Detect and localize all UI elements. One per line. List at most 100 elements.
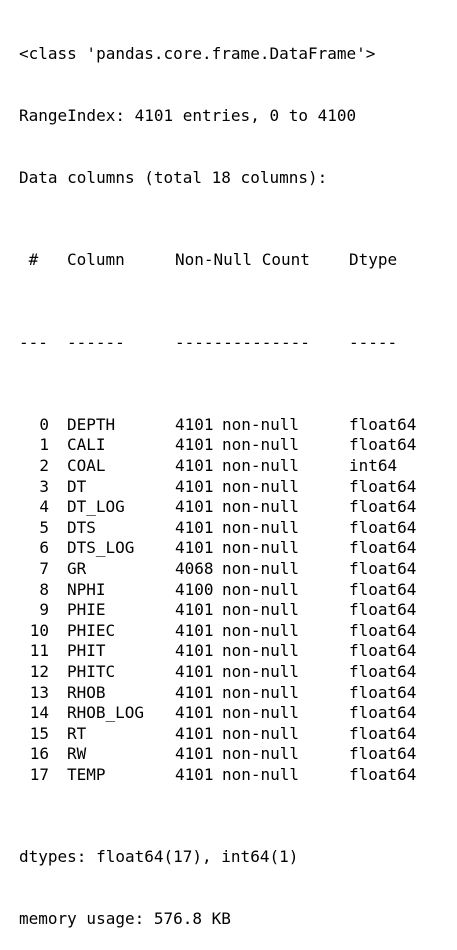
- row-index: 4: [19, 497, 49, 518]
- row-index: 8: [19, 580, 49, 601]
- row-non-null-label: non-null: [222, 559, 349, 580]
- table-row: 9 PHIE 4101 non-null float64: [19, 600, 416, 621]
- row-non-null-count: 4101: [175, 621, 222, 642]
- row-dtype: float64: [349, 744, 416, 765]
- row-non-null-label: non-null: [222, 435, 349, 456]
- row-column-name: DEPTH: [67, 415, 175, 436]
- header-dtype: Dtype: [349, 250, 397, 271]
- row-non-null-count: 4101: [175, 662, 222, 683]
- memory-usage-line: memory usage: 576.8 KB: [19, 909, 416, 930]
- row-column-name: RHOB: [67, 683, 175, 704]
- row-index: 10: [19, 621, 49, 642]
- row-non-null-label: non-null: [222, 600, 349, 621]
- row-index: 9: [19, 600, 49, 621]
- row-non-null-label: non-null: [222, 744, 349, 765]
- table-row: 14 RHOB_LOG 4101 non-null float64: [19, 703, 416, 724]
- row-non-null-label: non-null: [222, 621, 349, 642]
- row-column-name: NPHI: [67, 580, 175, 601]
- row-dtype: float64: [349, 621, 416, 642]
- row-column-name: DT: [67, 477, 175, 498]
- row-dtype: float64: [349, 435, 416, 456]
- row-dtype: float64: [349, 641, 416, 662]
- column-rows: 0 DEPTH 4101 non-null float64 1 CALI 4101 non-nu…: [19, 415, 416, 786]
- table-row: 11 PHIT 4101 non-null float64: [19, 641, 416, 662]
- row-non-null-label: non-null: [222, 477, 349, 498]
- row-index: 16: [19, 744, 49, 765]
- row-column-name: DT_LOG: [67, 497, 175, 518]
- row-non-null-count: 4101: [175, 477, 222, 498]
- table-row: 12 PHITC 4101 non-null float64: [19, 662, 416, 683]
- row-index: 5: [19, 518, 49, 539]
- row-non-null-count: 4068: [175, 559, 222, 580]
- row-non-null-count: 4101: [175, 703, 222, 724]
- row-column-name: GR: [67, 559, 175, 580]
- class-line: <class 'pandas.core.frame.DataFrame'>: [19, 44, 416, 65]
- row-column-name: PHITC: [67, 662, 175, 683]
- row-dtype: float64: [349, 683, 416, 704]
- row-non-null-count: 4101: [175, 744, 222, 765]
- data-columns-line: Data columns (total 18 columns):: [19, 168, 416, 189]
- row-index: 2: [19, 456, 49, 477]
- table-row: 3 DT 4101 non-null float64: [19, 477, 416, 498]
- row-non-null-label: non-null: [222, 683, 349, 704]
- table-row: 6 DTS_LOG 4101 non-null float64: [19, 538, 416, 559]
- table-row: 0 DEPTH 4101 non-null float64: [19, 415, 416, 436]
- row-non-null-count: 4101: [175, 435, 222, 456]
- table-row: 16 RW 4101 non-null float64: [19, 744, 416, 765]
- table-row: 1 CALI 4101 non-null float64: [19, 435, 416, 456]
- header-non-null-count: Non-Null Count: [175, 250, 349, 271]
- row-dtype: float64: [349, 497, 416, 518]
- separator-row: --- ------ -------------- -----: [19, 333, 416, 354]
- table-row: 13 RHOB 4101 non-null float64: [19, 683, 416, 704]
- row-dtype: int64: [349, 456, 397, 477]
- row-dtype: float64: [349, 703, 416, 724]
- row-column-name: CALI: [67, 435, 175, 456]
- row-index: 3: [19, 477, 49, 498]
- row-non-null-count: 4100: [175, 580, 222, 601]
- row-index: 17: [19, 765, 49, 786]
- row-column-name: PHIEC: [67, 621, 175, 642]
- row-dtype: float64: [349, 580, 416, 601]
- row-column-name: PHIT: [67, 641, 175, 662]
- row-dtype: float64: [349, 724, 416, 745]
- row-index: 6: [19, 538, 49, 559]
- row-non-null-label: non-null: [222, 765, 349, 786]
- row-non-null-label: non-null: [222, 518, 349, 539]
- table-row: 2 COAL 4101 non-null int64: [19, 456, 416, 477]
- row-column-name: PHIE: [67, 600, 175, 621]
- row-index: 7: [19, 559, 49, 580]
- table-row: 7 GR 4068 non-null float64: [19, 559, 416, 580]
- row-dtype: float64: [349, 518, 416, 539]
- separator-non-null-count: --------------: [175, 333, 349, 354]
- row-non-null-label: non-null: [222, 724, 349, 745]
- row-non-null-count: 4101: [175, 456, 222, 477]
- row-non-null-label: non-null: [222, 703, 349, 724]
- table-row: 4 DT_LOG 4101 non-null float64: [19, 497, 416, 518]
- column-header-row: # Column Non-Null Count Dtype: [19, 250, 416, 271]
- row-dtype: float64: [349, 559, 416, 580]
- row-non-null-count: 4101: [175, 538, 222, 559]
- row-dtype: float64: [349, 415, 416, 436]
- row-column-name: DTS_LOG: [67, 538, 175, 559]
- dtypes-line: dtypes: float64(17), int64(1): [19, 847, 416, 868]
- table-row: 15 RT 4101 non-null float64: [19, 724, 416, 745]
- row-index: 12: [19, 662, 49, 683]
- row-dtype: float64: [349, 765, 416, 786]
- table-row: 10 PHIEC 4101 non-null float64: [19, 621, 416, 642]
- dataframe-info-output: <class 'pandas.core.frame.DataFrame'> Ra…: [19, 3, 416, 950]
- range-index-line: RangeIndex: 4101 entries, 0 to 4100: [19, 106, 416, 127]
- row-column-name: TEMP: [67, 765, 175, 786]
- row-non-null-count: 4101: [175, 497, 222, 518]
- row-index: 13: [19, 683, 49, 704]
- row-non-null-label: non-null: [222, 580, 349, 601]
- header-index: #: [19, 250, 67, 271]
- row-non-null-label: non-null: [222, 456, 349, 477]
- row-index: 11: [19, 641, 49, 662]
- row-dtype: float64: [349, 600, 416, 621]
- row-non-null-label: non-null: [222, 662, 349, 683]
- row-non-null-count: 4101: [175, 683, 222, 704]
- row-column-name: RW: [67, 744, 175, 765]
- row-index: 14: [19, 703, 49, 724]
- separator-column: ------: [67, 333, 175, 354]
- row-column-name: COAL: [67, 456, 175, 477]
